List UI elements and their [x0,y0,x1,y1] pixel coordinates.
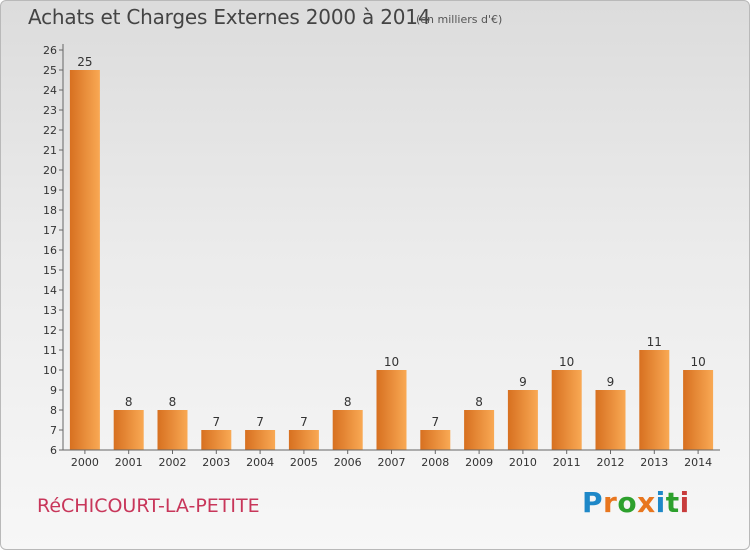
proxiti-logo[interactable]: Proxiti [582,486,690,519]
x-tick-label: 2014 [684,456,712,469]
x-tick-label: 2001 [115,456,143,469]
bar-2003[interactable] [201,430,232,450]
bar-2010[interactable] [507,390,538,450]
logo-letter: P [582,486,604,519]
data-label: 7 [300,415,308,429]
chart-title: Achats et Charges Externes 2000 à 2014 [28,5,431,29]
data-label: 9 [519,375,527,389]
y-tick-label: 10 [43,364,57,377]
bar-2002[interactable] [157,410,188,450]
town-name: RéCHICOURT-LA-PETITE [37,495,260,517]
bar-2000[interactable] [69,70,100,450]
bar-2007[interactable] [376,370,407,450]
x-tick-label: 2006 [334,456,362,469]
y-tick-label: 8 [50,404,57,417]
bar-2004[interactable] [245,430,276,450]
logo-letter: x [637,486,656,519]
y-tick-label: 20 [43,164,57,177]
data-label: 10 [384,355,399,369]
x-tick-label: 2013 [640,456,668,469]
bar-2001[interactable] [113,410,144,450]
logo-letter: t [665,486,680,519]
bar-2011[interactable] [551,370,582,450]
y-tick-label: 24 [43,84,57,97]
x-tick-label: 2005 [290,456,318,469]
chart-unit: (en milliers d'€) [416,13,503,26]
x-tick-label: 2012 [597,456,625,469]
bar-2005[interactable] [288,430,319,450]
bar-2012[interactable] [595,390,626,450]
x-tick-label: 2009 [465,456,493,469]
x-tick-label: 2004 [246,456,274,469]
bar-2009[interactable] [464,410,495,450]
y-tick-label: 15 [43,264,57,277]
data-label: 7 [256,415,264,429]
y-tick-label: 23 [43,104,57,117]
data-label: 9 [607,375,615,389]
x-tick-label: 2003 [202,456,230,469]
y-tick-label: 22 [43,124,57,137]
logo-letter: i [679,486,690,519]
x-tick-label: 2011 [553,456,581,469]
y-tick-label: 7 [50,424,57,437]
y-tick-label: 6 [50,444,57,457]
bar-2013[interactable] [639,350,670,450]
data-label: 7 [212,415,220,429]
x-tick-label: 2002 [159,456,187,469]
data-label: 8 [169,395,177,409]
x-tick-label: 2008 [421,456,449,469]
x-tick-label: 2007 [378,456,406,469]
logo-letter: o [617,486,638,519]
y-tick-label: 25 [43,64,57,77]
logo-letter: i [655,486,666,519]
y-tick-label: 16 [43,244,57,257]
y-tick-label: 21 [43,144,57,157]
data-label: 8 [475,395,483,409]
data-label: 25 [77,55,92,69]
y-tick-label: 12 [43,324,57,337]
x-tick-label: 2010 [509,456,537,469]
data-label: 10 [559,355,574,369]
y-tick-label: 26 [43,44,57,57]
x-tick-label: 2000 [71,456,99,469]
logo-letter: r [603,486,618,519]
y-tick-label: 14 [43,284,57,297]
data-label: 11 [647,335,662,349]
bar-2006[interactable] [332,410,363,450]
y-tick-label: 13 [43,304,57,317]
data-label: 7 [431,415,439,429]
bar-2008[interactable] [420,430,451,450]
y-tick-label: 18 [43,204,57,217]
y-tick-label: 19 [43,184,57,197]
bar-2014[interactable] [683,370,714,450]
y-tick-label: 9 [50,384,57,397]
data-label: 8 [125,395,133,409]
y-tick-label: 17 [43,224,57,237]
data-label: 10 [690,355,705,369]
data-label: 8 [344,395,352,409]
y-tick-label: 11 [43,344,57,357]
